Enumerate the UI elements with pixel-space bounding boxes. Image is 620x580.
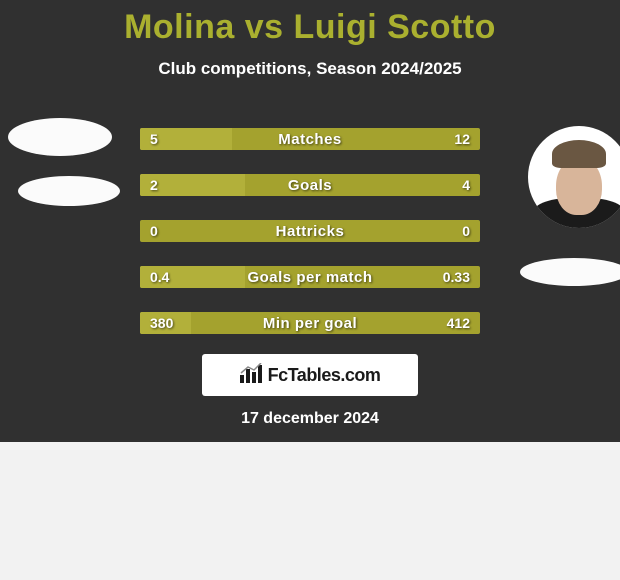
branding-box[interactable]: FcTables.com bbox=[202, 354, 418, 396]
stat-row: 0.40.33Goals per match bbox=[140, 266, 480, 288]
branding-text: FcTables.com bbox=[268, 365, 381, 386]
stat-row: 00Hattricks bbox=[140, 220, 480, 242]
stat-label: Goals bbox=[140, 174, 480, 196]
stat-label: Min per goal bbox=[140, 312, 480, 334]
stat-label: Goals per match bbox=[140, 266, 480, 288]
stat-label: Hattricks bbox=[140, 220, 480, 242]
stat-label: Matches bbox=[140, 128, 480, 150]
avatar-hair bbox=[552, 140, 606, 168]
comparison-card: Molina vs Luigi Scotto Club competitions… bbox=[0, 0, 620, 442]
player-left-avatar bbox=[8, 118, 112, 156]
chart-icon bbox=[240, 363, 262, 388]
stat-row: 24Goals bbox=[140, 174, 480, 196]
player-right-avatar bbox=[528, 126, 620, 228]
player-left-club-badge bbox=[18, 176, 120, 206]
player-right-club-badge bbox=[520, 258, 620, 286]
page-title: Molina vs Luigi Scotto bbox=[0, 0, 620, 47]
stat-row: 512Matches bbox=[140, 128, 480, 150]
date-label: 17 december 2024 bbox=[0, 410, 620, 428]
stat-bars: 512Matches 24Goals 00Hattricks 0.40.33Goals… bbox=[140, 128, 480, 358]
stat-row: 380412Min per goal bbox=[140, 312, 480, 334]
subtitle: Club competitions, Season 2024/2025 bbox=[0, 59, 620, 79]
